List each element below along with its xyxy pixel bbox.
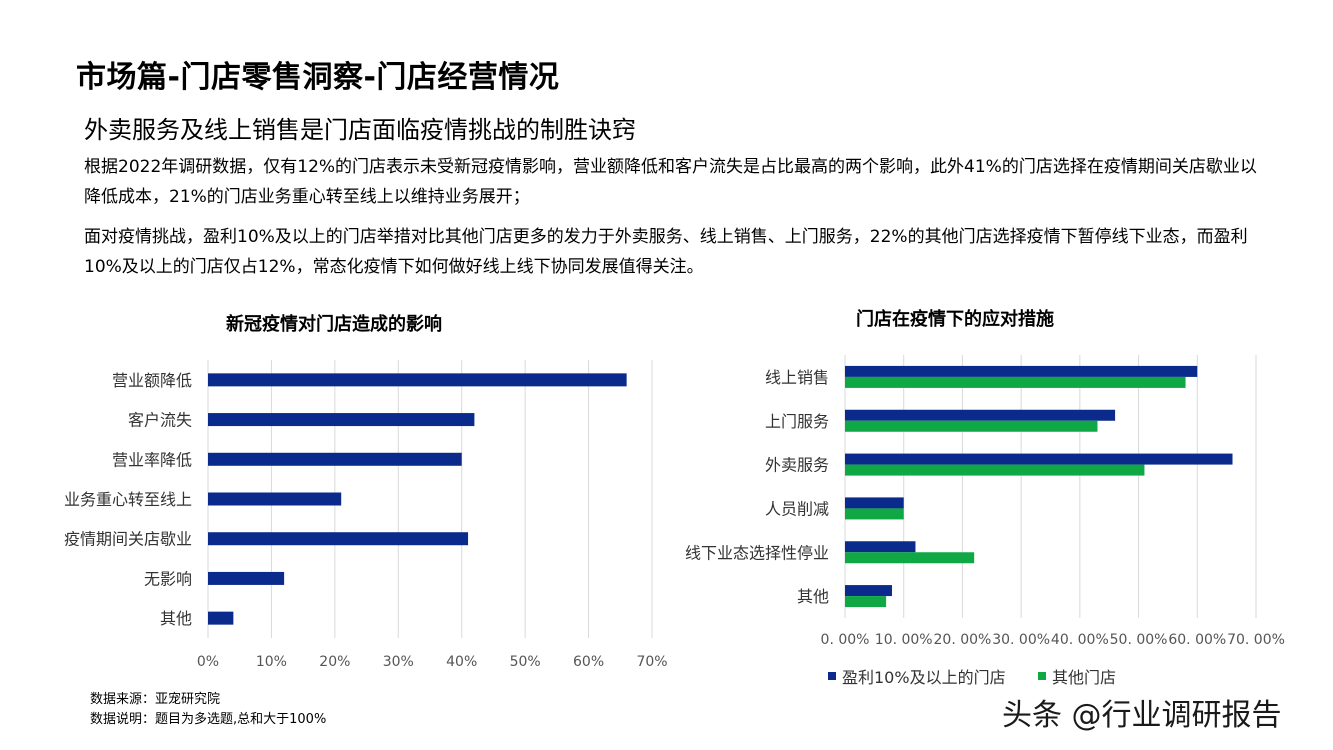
chart1-category-label: 无影响: [144, 569, 192, 588]
chart2-category-label: 上门服务: [765, 412, 829, 431]
chart1-bar: [208, 452, 462, 466]
chart2-x-tick-label: 20. 00%: [934, 632, 992, 648]
chart2-x-tick-label: 70. 00%: [1227, 632, 1285, 648]
summary-paragraph-2: 面对疫情挑战，盈利10%及以上的门店举措对比其他门店更多的发力于外卖服务、线上销…: [84, 227, 1248, 277]
chart2-x-tick-label: 10. 00%: [875, 632, 933, 648]
chart1-bar: [208, 413, 475, 427]
chart1-category-label: 业务重心转至线上: [64, 490, 192, 509]
chart2-bar: [845, 376, 1186, 388]
chart2-bar: [845, 508, 904, 520]
chart1-category-label: 营业额降低: [112, 371, 192, 390]
chart2-x-tick-label: 40. 00%: [1051, 632, 1109, 648]
chart1-x-tick-label: 50%: [510, 654, 541, 670]
legend-swatch-profit: [828, 672, 836, 680]
chart1-category-label: 其他: [160, 609, 192, 628]
chart2-bar: [845, 365, 1198, 377]
chart2-x-tick-label: 0. 00%: [821, 632, 870, 648]
chart1-x-tick-label: 40%: [446, 654, 477, 670]
chart2-x-tick-label: 30. 00%: [992, 632, 1050, 648]
legend-label-other: 其他门店: [1052, 668, 1117, 687]
chart1-bar: [208, 373, 627, 387]
chart1-x-tick-label: 60%: [573, 654, 604, 670]
chart1-x-tick-label: 10%: [256, 654, 287, 670]
chart1-bar: [208, 532, 469, 546]
chart2-category-label: 人员削减: [765, 499, 829, 518]
chart1-bar: [208, 611, 234, 625]
chart2-bar: [845, 464, 1145, 476]
chart2-category-label: 外卖服务: [765, 456, 829, 475]
page-title: 市场篇-门店零售洞察-门店经营情况: [76, 60, 560, 95]
chart2-x-tick-label: 50. 00%: [1110, 632, 1168, 648]
chart1-category-label: 疫情期间关店歇业: [64, 530, 192, 549]
chart2-category-label: 线下业态选择性停业: [685, 543, 829, 562]
chart1-bar: [208, 571, 285, 585]
chart2-bar: [845, 541, 916, 553]
chart2-bar: [845, 585, 892, 597]
chart1-title: 新冠疫情对门店造成的影响: [226, 314, 442, 335]
legend-item-other: 其他门店: [1038, 664, 1116, 688]
chart2-category-label: 线上销售: [765, 368, 829, 387]
chart2-bar: [845, 552, 975, 564]
chart2-bar: [845, 497, 904, 509]
chart1-category-label: 客户流失: [128, 411, 192, 430]
chart1-category-label: 营业率降低: [112, 450, 192, 469]
chart1-x-tick-label: 30%: [383, 654, 414, 670]
chart2-bar: [845, 420, 1098, 432]
legend-swatch-other: [1038, 672, 1046, 680]
chart1-x-tick-label: 0%: [197, 654, 219, 670]
data-source: 数据来源：亚宠研究院: [90, 692, 221, 707]
chart2-bar: [845, 596, 887, 608]
summary-paragraph-1: 根据2022年调研数据，仅有12%的门店表示未受新冠疫情影响，营业额降低和客户流…: [84, 157, 1257, 207]
legend-label-profit: 盈利10%及以上的门店: [842, 668, 1006, 687]
chart1-x-tick-label: 70%: [636, 654, 667, 670]
watermark: 头条 @行业调研报告: [1002, 698, 1282, 733]
page-subtitle: 外卖服务及线上销售是门店面临疫情挑战的制胜诀窍: [84, 116, 636, 144]
chart2-bar: [845, 409, 1116, 421]
chart2-category-label: 其他: [797, 587, 829, 606]
chart2-x-tick-label: 60. 00%: [1168, 632, 1226, 648]
data-note: 数据说明：题目为多选题,总和大于100%: [90, 712, 327, 727]
chart2-bar: [845, 453, 1233, 465]
chart1-bar: [208, 492, 342, 506]
chart1-x-tick-label: 20%: [319, 654, 350, 670]
chart2-title: 门店在疫情下的应对措施: [856, 309, 1054, 330]
legend-item-profit: 盈利10%及以上的门店: [828, 664, 1006, 688]
